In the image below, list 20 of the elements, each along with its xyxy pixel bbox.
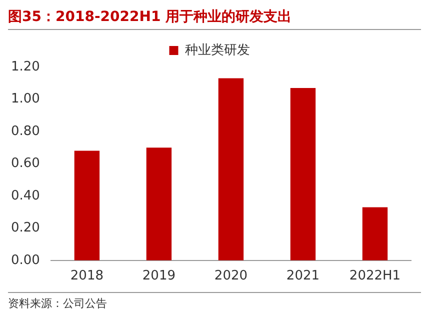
bar — [362, 207, 388, 260]
y-tick-label: 0.60 — [10, 156, 40, 172]
bar — [146, 148, 172, 260]
x-tick-label: 2020 — [214, 268, 248, 284]
x-tick-label: 2022H1 — [349, 268, 401, 284]
y-tick-label: 1.00 — [10, 92, 40, 107]
y-tick-label: 0.40 — [10, 188, 40, 204]
y-tick-label: 1.20 — [10, 59, 40, 74]
y-tick-label: 0.20 — [10, 220, 40, 236]
legend-label: 种业类研发 — [184, 42, 250, 58]
bar — [218, 78, 244, 260]
chart-title: 图35：2018-2022H1 用于种业的研发支出 — [8, 8, 421, 30]
y-tick-label: 0.00 — [10, 252, 40, 268]
text: 资料来源：公司公告 — [8, 292, 421, 311]
x-tick-label: 2018 — [70, 268, 104, 284]
x-tick-label: 2019 — [142, 268, 176, 284]
y-tick-label: 0.80 — [10, 124, 40, 139]
bar — [290, 88, 316, 260]
x-tick-label: 2021 — [286, 268, 320, 284]
bar — [74, 150, 100, 260]
